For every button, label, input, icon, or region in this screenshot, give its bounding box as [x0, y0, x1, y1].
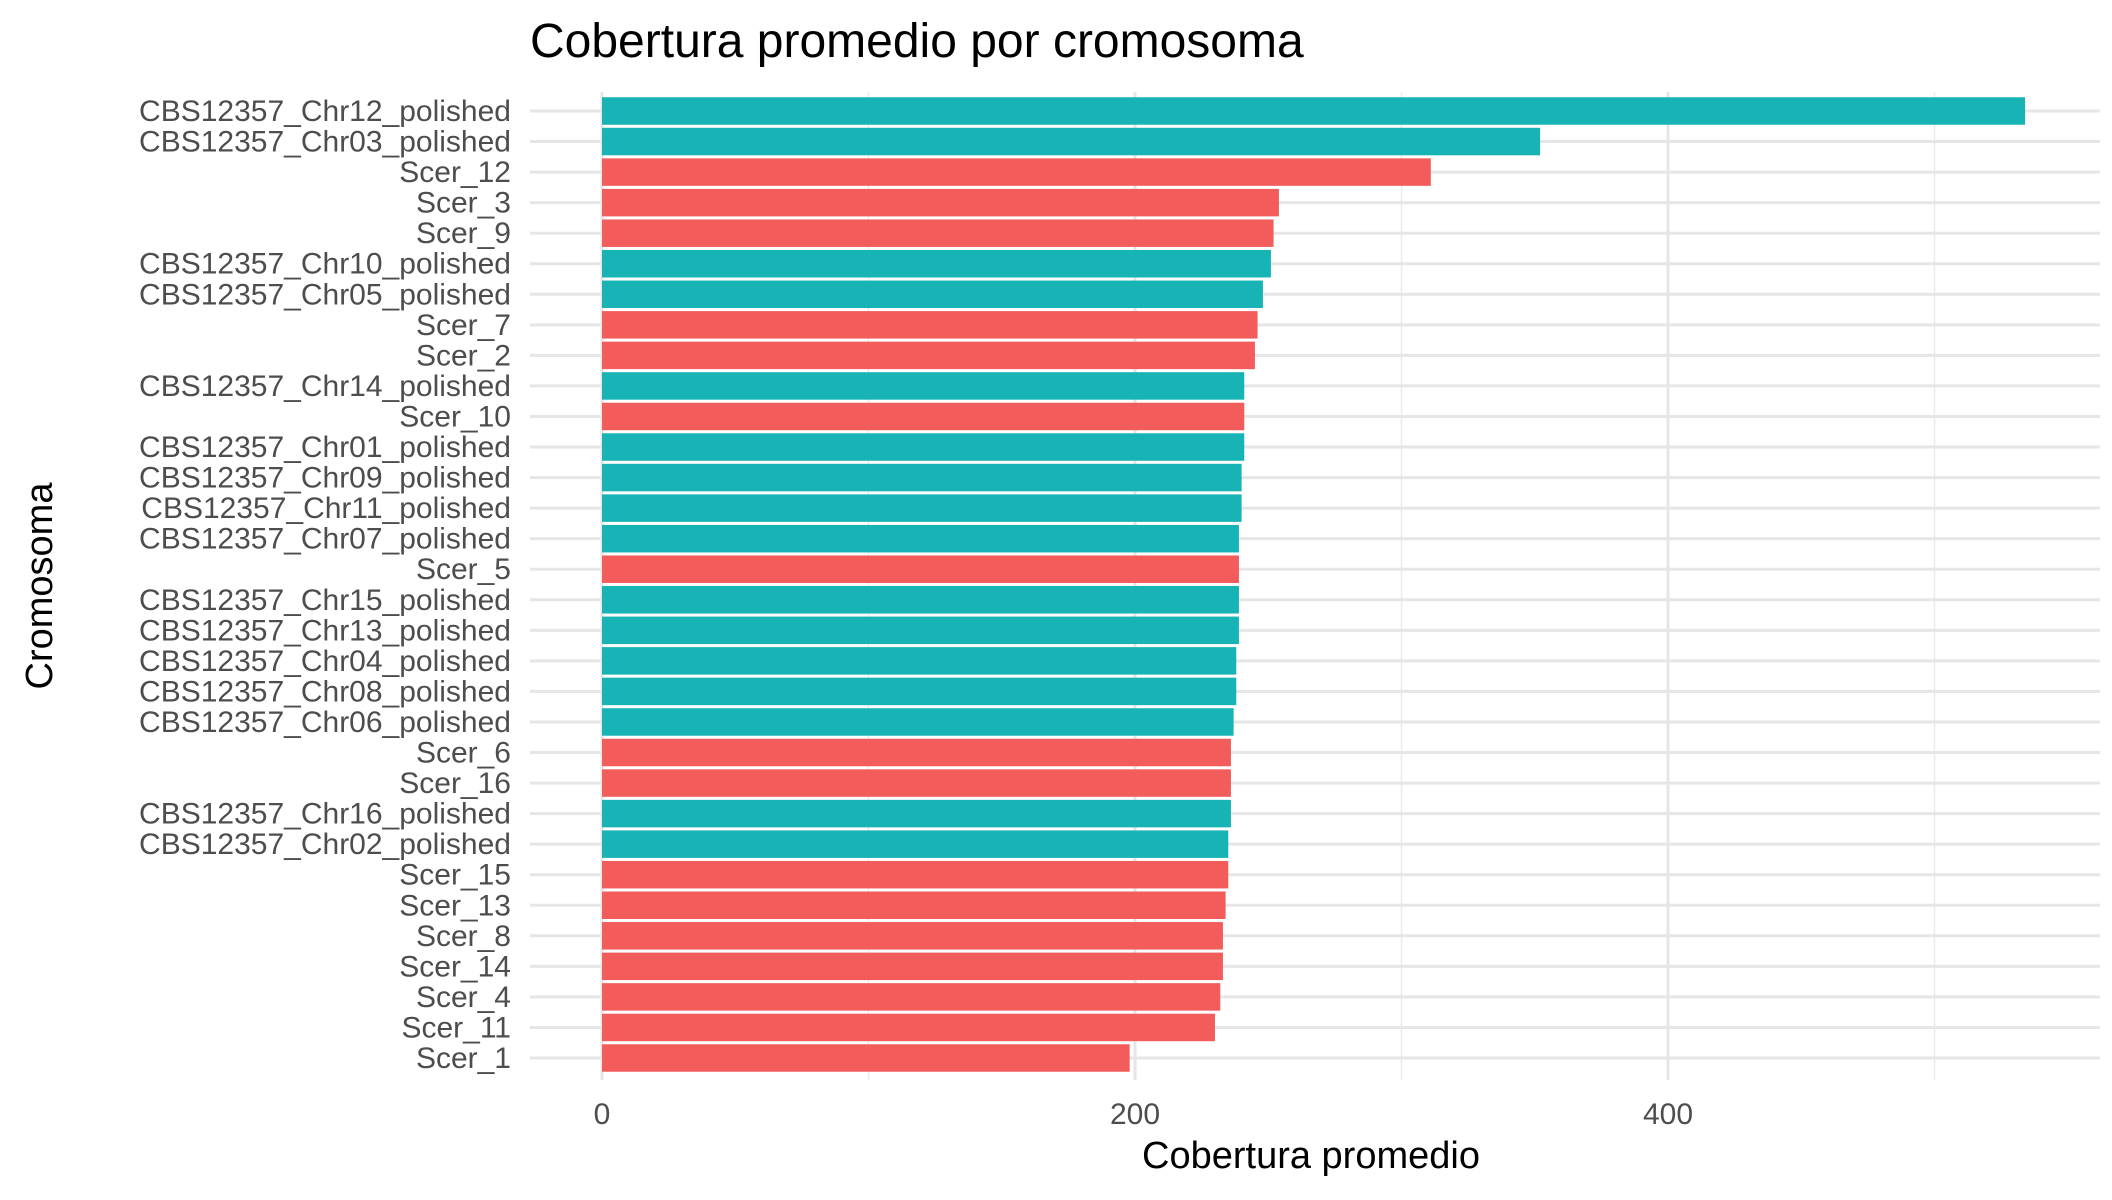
y-tick-label: Scer_3: [416, 187, 511, 220]
y-tick-label: Scer_9: [416, 217, 511, 250]
y-tick-label: CBS12357_Chr14_polished: [139, 370, 511, 403]
y-tick-label: CBS12357_Chr13_polished: [139, 614, 511, 647]
y-tick-label: CBS12357_Chr08_polished: [139, 675, 511, 708]
bar: [602, 97, 2026, 125]
y-tick-label: CBS12357_Chr02_polished: [139, 828, 511, 861]
bar: [602, 647, 1237, 675]
bar: [602, 463, 1242, 492]
bar: [602, 891, 1226, 920]
bar: [602, 983, 1221, 1011]
x-tick-label: 0: [594, 1098, 611, 1131]
bar: [602, 524, 1239, 553]
y-tick-label: CBS12357_Chr07_polished: [139, 523, 511, 556]
x-tick-label: 200: [1110, 1098, 1160, 1131]
bar: [602, 952, 1223, 981]
bar: [602, 249, 1271, 278]
bar: [602, 494, 1242, 522]
y-axis-title: Cromosoma: [19, 482, 61, 690]
bar: [602, 799, 1231, 828]
bar: [602, 188, 1279, 217]
bar: [602, 127, 1541, 156]
y-tick-label: CBS12357_Chr12_polished: [139, 95, 511, 128]
bar: [602, 616, 1239, 645]
y-tick-label: Scer_14: [399, 950, 511, 983]
y-tick-label: Scer_1: [416, 1042, 511, 1075]
x-axis-title: Cobertura promedio: [1142, 1135, 1480, 1177]
y-tick-label: Scer_6: [416, 737, 511, 770]
bar: [602, 1044, 1130, 1072]
bar: [602, 311, 1258, 339]
bar: [602, 860, 1229, 889]
x-tick-label: 400: [1643, 1098, 1693, 1131]
y-tick-label: CBS12357_Chr15_polished: [139, 584, 511, 617]
bar: [602, 1013, 1215, 1042]
bar: [602, 555, 1239, 583]
bar: [602, 922, 1223, 950]
bar: [602, 280, 1263, 309]
bar: [602, 402, 1245, 431]
y-tick-label: CBS12357_Chr03_polished: [139, 126, 511, 159]
y-tick-label: Scer_11: [401, 1011, 511, 1044]
bars: [602, 97, 2026, 1072]
bar: [602, 433, 1245, 461]
bar: [602, 372, 1245, 400]
y-tick-label: CBS12357_Chr09_polished: [139, 462, 511, 495]
y-tick-label: Scer_4: [416, 981, 511, 1014]
y-tick-label: Scer_2: [416, 339, 511, 372]
y-tick-label: CBS12357_Chr11_polished: [141, 492, 511, 525]
y-tick-label: CBS12357_Chr16_polished: [139, 798, 511, 831]
y-tick-label: CBS12357_Chr04_polished: [139, 645, 511, 678]
y-tick-label: CBS12357_Chr06_polished: [139, 706, 511, 739]
y-tick-label: CBS12357_Chr05_polished: [139, 278, 511, 311]
bar: [602, 586, 1239, 614]
bar: [602, 830, 1229, 858]
y-tick-label: Scer_10: [399, 400, 511, 433]
y-tick-label: Scer_16: [399, 767, 511, 800]
y-tick-labels: CBS12357_Chr12_polishedCBS12357_Chr03_po…: [139, 95, 511, 1075]
y-tick-label: Scer_5: [416, 553, 511, 586]
y-tick-label: Scer_7: [416, 309, 511, 342]
y-tick-label: Scer_12: [399, 156, 511, 189]
bar: [602, 769, 1231, 797]
y-tick-label: CBS12357_Chr01_polished: [139, 431, 511, 464]
y-tick-label: Scer_13: [399, 889, 511, 922]
bar: [602, 708, 1234, 736]
y-tick-label: Scer_8: [416, 920, 511, 953]
bar: [602, 219, 1274, 247]
chart-title: Cobertura promedio por cromosoma: [530, 15, 1304, 68]
y-tick-label: Scer_15: [399, 859, 511, 892]
bar: [602, 677, 1237, 706]
x-tick-labels: 0 200 400: [594, 1098, 1693, 1131]
y-tick-label: CBS12357_Chr10_polished: [139, 248, 511, 281]
bar: [602, 738, 1231, 767]
bar: [602, 341, 1255, 370]
bar: [602, 158, 1431, 186]
